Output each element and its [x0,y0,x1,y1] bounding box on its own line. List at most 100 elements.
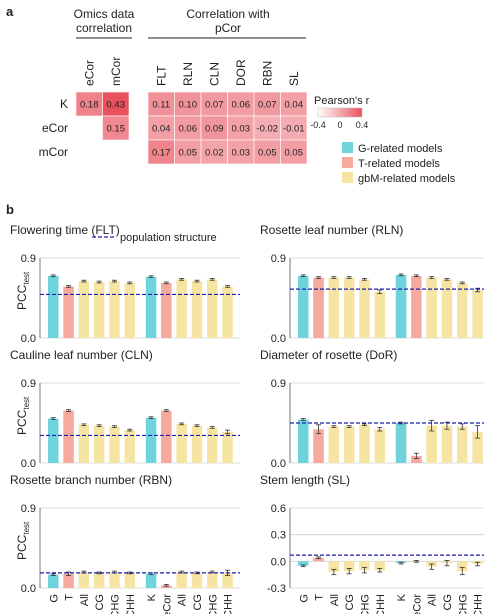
bar [124,572,135,588]
heatmap-col-label: mCor [109,57,123,86]
bar [109,426,120,463]
bar [343,561,355,572]
x-tick-label: All [79,594,91,606]
panel-title: Rosette leaf number (RLN) [260,223,403,237]
bar [78,424,90,463]
y-tick-label: 0.3 [271,530,286,542]
bar [426,425,437,463]
bar [395,423,407,463]
bar [48,574,59,588]
heatmap-cell-value: 0.07 [205,100,224,111]
heatmap-col-label: CLN [207,62,221,86]
bar [343,426,355,463]
bar [176,572,187,588]
bar [374,429,385,463]
heatmap-cell-value: -0.01 [283,124,305,135]
x-tick-label: K [396,593,408,601]
bar [109,281,120,338]
y-tick-label: 0.9 [21,503,36,515]
x-tick-label: CG [442,594,454,611]
bar [63,410,74,463]
panel-title: Stem length (SL) [260,473,350,487]
bar [145,417,157,463]
bar [176,279,187,338]
y-axis-label: PCCtest [15,271,31,310]
bar [298,275,309,338]
y-tick-label: 0.0 [271,556,286,568]
y-axis-label-main: PCC [15,534,29,560]
heatmap-cell-value: 0.03 [232,148,251,159]
panel-title: Rosette branch number (RBN) [10,473,172,487]
bar [207,427,218,463]
bar [191,281,203,338]
bar [411,455,422,463]
legend-population-label: population structure [120,232,217,244]
x-tick-label: All [329,594,341,606]
bar [63,573,74,588]
bar [93,572,105,588]
heatmap-group1-title-line2: correlation [76,21,132,35]
bar [78,572,90,588]
x-tick-label: G [298,594,310,603]
heatmap-cell-value: 0.05 [285,148,304,159]
x-tick-label: CHG [457,594,469,614]
bar [109,572,120,588]
bar [472,431,483,463]
bar [328,277,340,338]
y-tick-label: 0.6 [271,503,286,515]
heatmap-cell [280,115,308,141]
heatmap-cell-value: -0.02 [256,124,278,135]
heatmap-cell [227,91,255,117]
bar [374,291,385,338]
x-tick-label: CHH [375,594,387,614]
heatmap-cell-value: 0.43 [107,100,126,111]
heatmap-cell [174,139,202,165]
bar [359,561,370,571]
heatmap-col-label: RBN [260,61,274,86]
legend-swatch-gbm [342,172,353,183]
y-axis-label: PCCtest [15,521,31,560]
heatmap-cell [102,91,130,117]
panel-title: Flowering time (FLT) [10,223,120,237]
y-tick-label: 0.0 [21,333,36,345]
bar [176,423,187,463]
bar [313,557,324,562]
bar [93,282,105,338]
bar [374,561,385,571]
x-tick-label: CG [344,594,356,611]
heatmap-cell-value: 0.05 [258,148,277,159]
bar [63,286,74,338]
heatmap-cell [102,115,130,141]
heatmap-cell-value: 0.09 [205,124,224,135]
colorbar [317,107,363,118]
heatmap-cell-value: 0.05 [179,148,198,159]
panel-title: Diameter of rosette (DoR) [260,348,397,362]
bar [313,277,324,338]
panel-label-b: b [6,202,14,217]
x-tick-label: CHG [109,594,121,614]
bar [328,561,340,572]
bar [78,281,90,338]
bar [48,418,59,463]
bar [207,572,218,588]
heatmap-group2-title-line1: Correlation with [186,7,269,21]
y-axis-label-sub: test [22,396,31,410]
bar [298,561,309,566]
y-tick-label: 0.9 [21,253,36,265]
heatmap-row-label: mCor [39,145,68,159]
bar [161,282,172,338]
x-tick-label: G [48,594,60,603]
panel-label-a: a [6,4,14,19]
bar [359,279,370,338]
x-tick-label: All [427,594,439,606]
heatmap-col-label: eCor [82,60,96,86]
y-tick-label: -0.3 [267,583,286,595]
heatmap-cell-value: 0.18 [80,100,99,111]
bar [457,426,468,463]
heatmap-cell-value: 0.04 [285,100,304,111]
heatmap-cell-value: 0.17 [152,148,171,159]
bar [124,282,135,338]
bar [472,290,483,338]
heatmap-cell [147,91,175,117]
